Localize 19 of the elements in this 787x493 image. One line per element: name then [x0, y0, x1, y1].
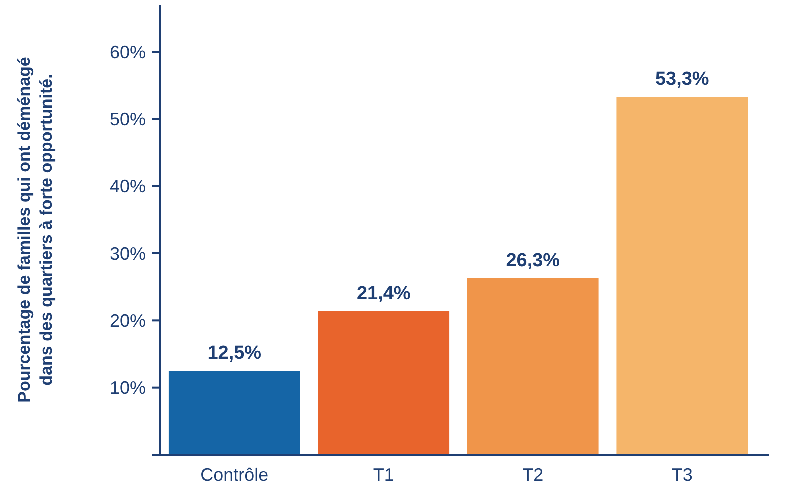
- x-tick-label: T2: [522, 465, 544, 485]
- data-label: 26,3%: [506, 250, 560, 272]
- y-tick-label: 20%: [110, 310, 146, 331]
- y-tick-label: 60%: [110, 42, 146, 62]
- y-tick-label: 50%: [110, 109, 146, 130]
- x-tick-label: T1: [373, 465, 394, 485]
- x-tick-label: Contrôle: [200, 465, 269, 485]
- bar: [467, 278, 599, 455]
- bar: [318, 311, 450, 455]
- data-label: 21,4%: [356, 283, 411, 304]
- y-tick-label: 30%: [110, 244, 146, 264]
- y-tick-label: 40%: [110, 176, 146, 197]
- y-axis-title: Pourcentage de familles qui ont déménagé dans des quartiers à forte opportunité.: [15, 57, 56, 403]
- bar: [616, 97, 748, 455]
- data-label: 53,3%: [655, 69, 710, 90]
- bar: [168, 371, 300, 455]
- x-tick-label: T3: [672, 465, 693, 485]
- y-tick-label: 10%: [110, 378, 146, 398]
- data-label: 12,5%: [208, 343, 262, 364]
